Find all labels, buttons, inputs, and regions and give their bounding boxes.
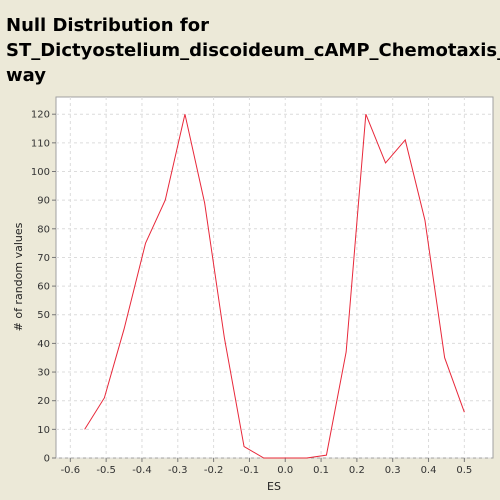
x-tick-label: -0.6: [61, 465, 81, 476]
x-tick-label: 0.5: [456, 465, 472, 476]
x-tick-label: 0.0: [277, 465, 293, 476]
y-tick-label: 40: [37, 339, 50, 350]
title-line-2: ST_Dictyostelium_discoideum_cAMP_Chemota…: [6, 40, 500, 61]
y-tick-label: 50: [37, 310, 50, 321]
chart-title: Null Distribution for ST_Dictyostelium_d…: [6, 15, 500, 86]
y-tick-label: 20: [37, 396, 50, 407]
x-axis-label: ES: [267, 480, 281, 493]
series-layer: [84, 114, 465, 459]
y-tick-label: 30: [37, 368, 50, 379]
y-tick-label: 100: [31, 167, 50, 178]
x-tick-label: 0.1: [313, 465, 329, 476]
y-tick-label: 0: [44, 454, 50, 465]
x-tick-label: -0.5: [96, 465, 116, 476]
title-line-3: way: [6, 65, 46, 86]
x-tick-label: -0.4: [132, 465, 152, 476]
y-tick-label: 70: [37, 253, 50, 264]
x-tick-label: -0.3: [168, 465, 188, 476]
grid-lines: [56, 97, 493, 459]
x-tick-label: -0.1: [240, 465, 260, 476]
title-line-1: Null Distribution for: [6, 15, 209, 36]
series-line-0: [84, 114, 465, 459]
x-tick-label: 0.4: [421, 465, 437, 476]
plot-area: [55, 96, 494, 459]
y-tick-label: 120: [31, 110, 50, 121]
x-tick-label: 0.2: [349, 465, 365, 476]
y-tick-label: 10: [37, 425, 50, 436]
y-tick-label: 110: [31, 138, 50, 149]
y-tick-label: 90: [37, 196, 50, 207]
x-tick-label: -0.2: [204, 465, 224, 476]
axes: 0 10 20 30 40 50 60 70 80 90 100 110 120 -0.6 -0.5 -0.4…: [31, 110, 472, 476]
y-tick-label: 60: [37, 282, 50, 293]
y-axis-label: # of random values: [12, 222, 25, 331]
x-tick-label: 0.3: [385, 465, 401, 476]
y-tick-label: 80: [37, 224, 50, 235]
